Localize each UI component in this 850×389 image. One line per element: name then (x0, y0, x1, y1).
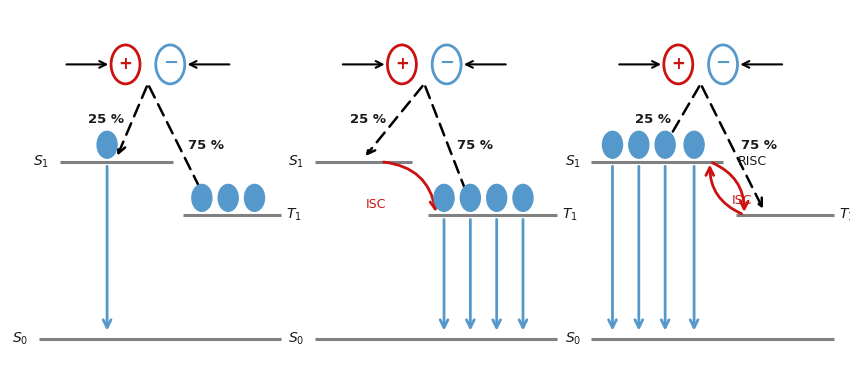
Circle shape (218, 184, 238, 211)
Text: $T_1$: $T_1$ (286, 207, 302, 223)
Text: $S_1$: $S_1$ (33, 154, 49, 170)
Text: +: + (672, 55, 685, 74)
Circle shape (664, 45, 693, 84)
Text: $S_0$: $S_0$ (288, 331, 304, 347)
Circle shape (434, 184, 454, 211)
Text: RISC: RISC (738, 155, 767, 168)
Text: ISC: ISC (731, 194, 751, 207)
Circle shape (603, 131, 622, 158)
Circle shape (245, 184, 264, 211)
Text: 25 %: 25 % (635, 113, 671, 126)
Text: 75 %: 75 % (188, 139, 224, 152)
Circle shape (432, 45, 462, 84)
Circle shape (111, 45, 140, 84)
Circle shape (513, 184, 533, 211)
Circle shape (97, 131, 117, 158)
Text: −: − (716, 54, 731, 72)
Text: 25 %: 25 % (349, 113, 386, 126)
Circle shape (461, 184, 480, 211)
Text: 75 %: 75 % (457, 139, 493, 152)
Circle shape (709, 45, 738, 84)
Text: −: − (162, 54, 178, 72)
Text: +: + (119, 55, 133, 74)
Text: ISC: ISC (366, 198, 386, 211)
Text: 75 %: 75 % (741, 139, 777, 152)
Circle shape (388, 45, 416, 84)
Text: $T_1$: $T_1$ (839, 207, 850, 223)
Text: −: − (439, 54, 454, 72)
Circle shape (156, 45, 184, 84)
Text: $S_1$: $S_1$ (565, 154, 581, 170)
Text: 25 %: 25 % (88, 113, 124, 126)
Text: $S_0$: $S_0$ (12, 331, 28, 347)
Text: $S_0$: $S_0$ (564, 331, 581, 347)
Text: +: + (395, 55, 409, 74)
Text: $S_1$: $S_1$ (288, 154, 304, 170)
Circle shape (487, 184, 507, 211)
Circle shape (684, 131, 704, 158)
Circle shape (192, 184, 212, 211)
Circle shape (655, 131, 675, 158)
Text: $T_1$: $T_1$ (563, 207, 578, 223)
Circle shape (629, 131, 649, 158)
